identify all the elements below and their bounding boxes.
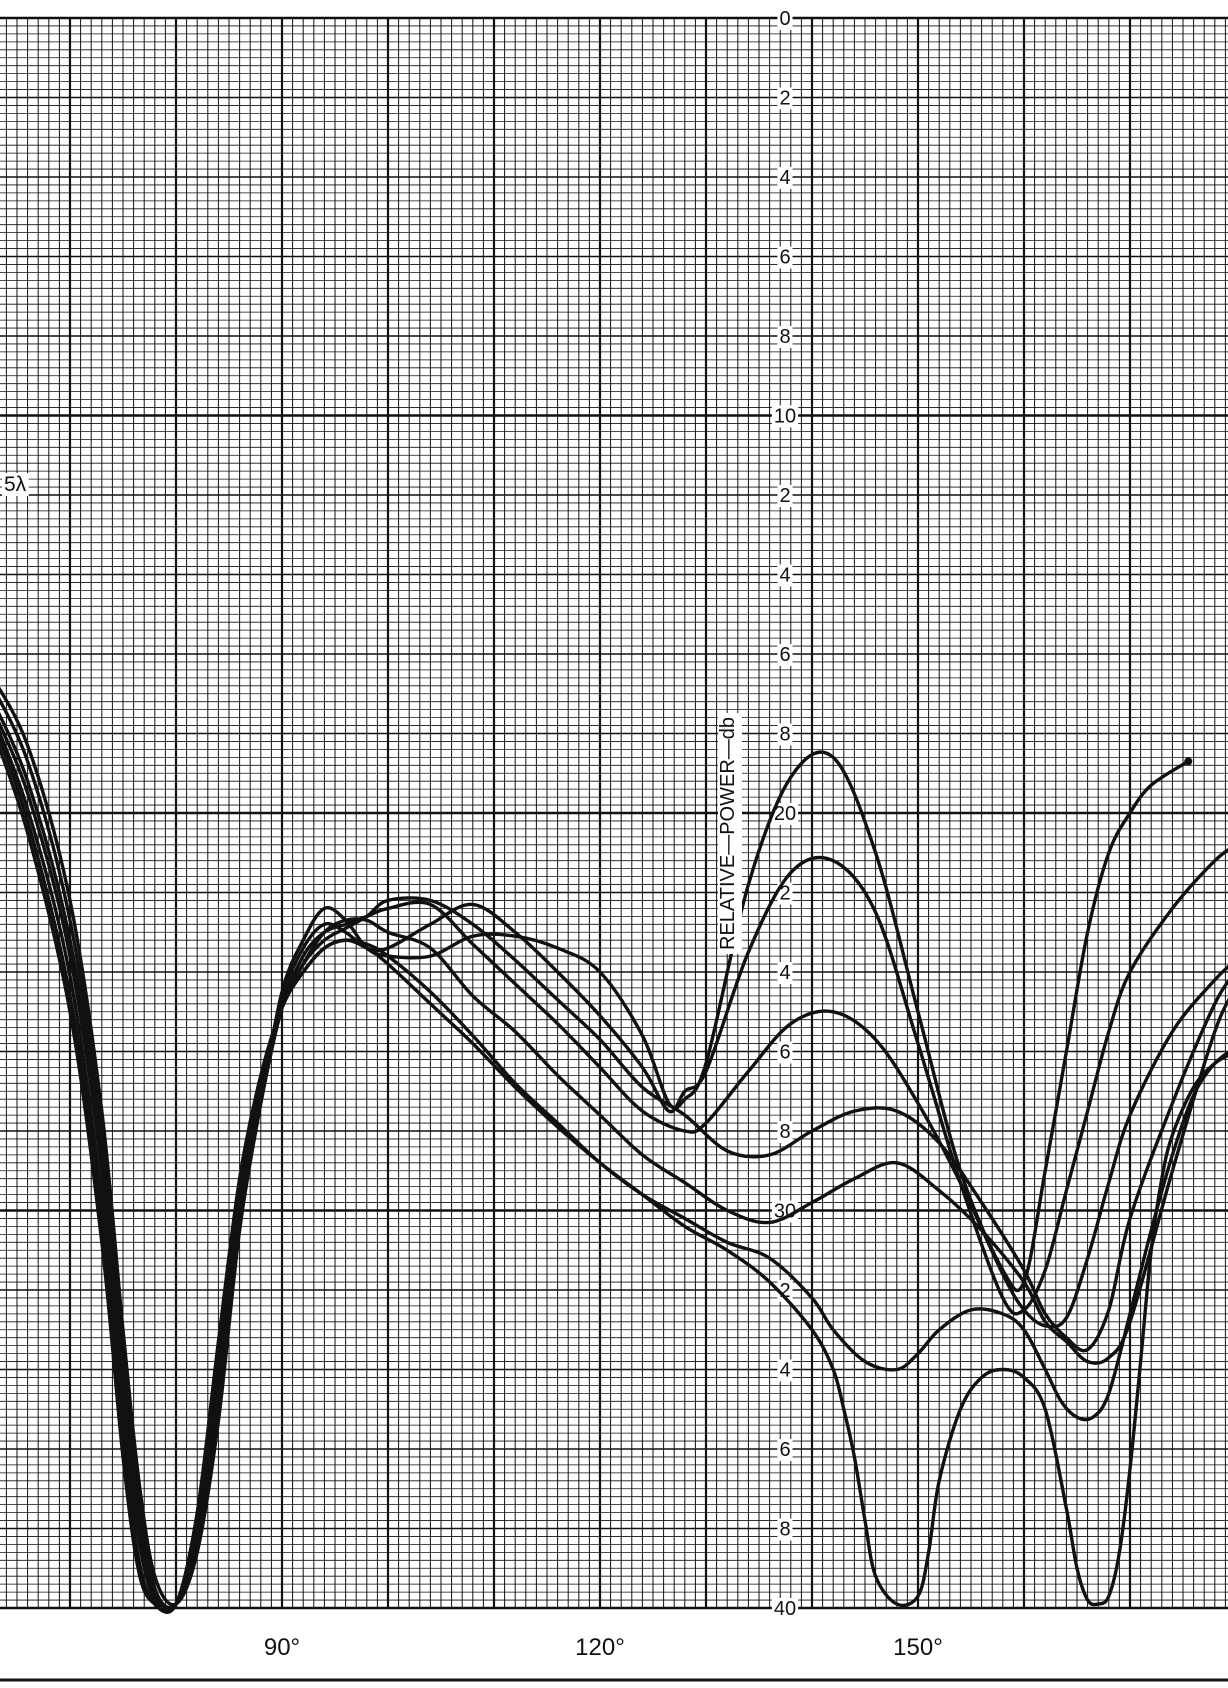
y-tick-label: 2 [779,485,790,507]
y-tick-label-bg [777,246,793,269]
y-tick-label: 8 [779,1121,790,1143]
y-tick-label-bg [777,1121,793,1143]
x-tick-label: 120° [575,1634,625,1661]
y-tick-label: 40 [774,1598,796,1620]
y-tick-label-bg [777,8,793,30]
y-tick-label-bg [777,644,793,666]
y-tick-label-bg [777,87,793,110]
x-tick-label: 150° [893,1634,943,1661]
series-endpoint [1184,757,1193,766]
y-tick-label: 4 [779,962,790,984]
y-tick-label: 6 [779,247,790,269]
y-tick-label: 20 [774,803,796,825]
series-line-7 [0,744,1228,1614]
series-line-4 [0,721,1228,1612]
y-tick-label: 2 [779,883,790,905]
y-tick-label-bg [777,564,793,587]
y-tick-label: 8 [779,724,790,746]
series-line-5 [0,729,1228,1613]
y-tick-label-bg [771,1598,799,1620]
y-tick-label-bg [777,1359,793,1382]
y-tick-label: 0 [779,8,790,30]
annotation-bg [2,473,29,496]
tick-labels: 0 2 4 6 8 10 2 4 6 8 20 2 4 6 8 30 2 4 6 8 40 90° 120° 150° [264,8,943,1661]
series-curves [0,686,1228,1614]
y-tick-label-bg [777,1439,793,1461]
x-axis-band [0,1610,1228,1678]
y-tick-label-bg [777,167,793,189]
x-tick-label: 90° [264,1634,300,1661]
y-tick-label: 2 [779,88,790,110]
grid [0,16,1228,1682]
y-tick-label-bg [777,485,793,507]
y-tick-label-bg [771,803,799,825]
y-tick-label: 2 [779,1280,790,1302]
y-tick-label: 8 [779,1519,790,1541]
y-axis-label: RELATIVE—POWER—db [717,717,739,950]
y-tick-label: 6 [779,1042,790,1064]
y-tick-label-bg [777,723,793,746]
y-tick-label: 4 [779,565,790,587]
y-tick-label: 4 [779,167,790,189]
y-tick-label: 30 [774,1201,796,1223]
y-tick-label: 4 [779,1360,790,1382]
y-tick-label: 10 [774,406,796,428]
y-axis-label-bg [718,712,742,954]
y-tick-label-bg [777,1041,793,1064]
y-tick-label: 6 [779,644,790,666]
y-tick-label-bg [777,962,793,984]
y-tick-label-bg [771,405,799,428]
y-tick-label-bg [777,1518,793,1541]
y-tick-label-bg [777,326,793,348]
y-tick-label: 6 [779,1439,790,1461]
y-tick-label-bg [771,1200,799,1223]
y-tick-label: 8 [779,326,790,348]
annotation-5-lambda: 5λ [4,473,27,496]
y-tick-label-bg [777,1280,793,1302]
